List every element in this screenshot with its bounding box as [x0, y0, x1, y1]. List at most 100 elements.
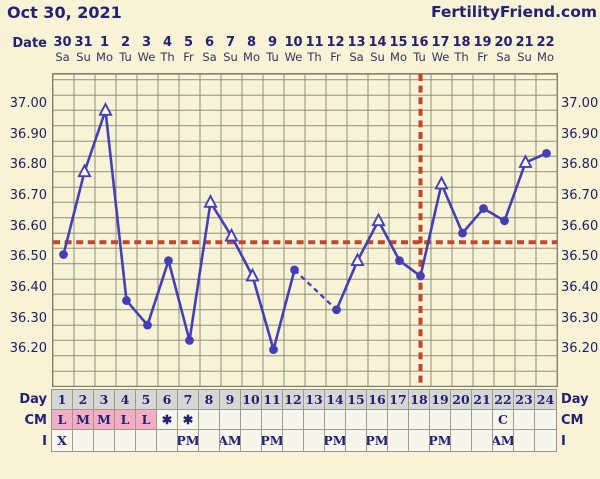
y-tick-label: 36.20: [561, 341, 599, 357]
weekday-cell: Su: [517, 50, 532, 64]
cm-cell: [262, 409, 283, 431]
y-tick-label: 37.00: [561, 95, 599, 111]
cm-cell: [472, 409, 493, 431]
date-row-label: Date: [12, 36, 47, 51]
bbt-point-circle: [142, 320, 152, 329]
cm-cell: ✱: [178, 409, 199, 431]
date-cell: 10: [284, 35, 303, 50]
date-cell: 30: [53, 35, 72, 50]
cm-cell: [535, 409, 556, 431]
bbt-point-triangle: [517, 153, 533, 168]
intercourse-cell: PM: [325, 430, 346, 451]
cm-cell: L: [115, 409, 136, 431]
bbt-plot-area: [51, 72, 558, 387]
y-tick-label: 36.90: [9, 126, 47, 142]
intercourse-cell: [304, 430, 325, 451]
intercourse-cell: [346, 430, 367, 451]
weekday-cell: Sa: [55, 50, 70, 64]
intercourse-cell: [115, 430, 136, 451]
date-cell: 20: [494, 35, 513, 50]
bbt-point-triangle: [97, 101, 113, 116]
intercourse-cell: PM: [430, 430, 451, 451]
weekday-cell: Mo: [537, 50, 554, 64]
date-cell: 31: [74, 35, 93, 50]
weekday-cell: Mo: [96, 50, 113, 64]
cm-cell: [283, 409, 304, 431]
bbt-point-circle: [184, 335, 194, 345]
y-tick-label: 36.80: [561, 157, 599, 173]
intercourse-cell: [283, 430, 304, 451]
day-cell: 13: [304, 389, 325, 410]
date-cell: 22: [536, 35, 555, 50]
weekday-cell: We: [431, 50, 450, 64]
day-cell: 14: [325, 389, 346, 410]
day-cell: 15: [346, 389, 367, 410]
table-row-label-day: Day: [19, 391, 47, 407]
date-cell: 5: [183, 35, 194, 50]
intercourse-cell: AM: [493, 430, 514, 451]
date-row: 30 31 1 2 3 4 5 6 7 8 9 10 11 12 13 14 15 16 17 18 19 20 21 22: [52, 35, 556, 50]
cm-cell: [451, 409, 472, 431]
day-cell: 7: [178, 389, 199, 410]
bbt-point-circle: [394, 255, 404, 265]
date-cell: 7: [225, 35, 236, 50]
day-cell: 24: [535, 389, 556, 410]
cm-cell: L: [136, 409, 157, 431]
day-cell: 10: [241, 389, 262, 410]
weekday-cell: Fr: [330, 50, 341, 64]
y-tick-label: 36.30: [561, 310, 599, 326]
intercourse-cell: [157, 430, 178, 451]
cm-cell: [304, 409, 325, 431]
date-cell: 3: [141, 35, 152, 50]
bbt-point-circle: [499, 215, 509, 225]
weekday-cell: Sa: [496, 50, 511, 64]
weekday-row: Sa Su Mo Tu We Th Fr Sa Su Mo Tu We Th Fr Sa Su Mo Tu We Th…: [52, 50, 556, 64]
day-cell: 18: [409, 389, 430, 410]
y-tick-label: 37.00: [9, 95, 47, 111]
table-row-label-cm: CM: [24, 412, 47, 428]
bbt-line-dashed-gap: [293, 268, 337, 311]
cm-cell: C: [493, 409, 514, 431]
y-tick-label: 36.30: [9, 310, 47, 326]
cm-cell: M: [94, 409, 115, 431]
day-cell: 3: [94, 389, 115, 410]
y-tick-label: 36.90: [561, 126, 599, 142]
bbt-point-circle: [58, 249, 68, 259]
weekday-cell: Su: [76, 50, 91, 64]
intercourse-cell: [199, 430, 220, 451]
bbt-point-triangle: [76, 162, 92, 177]
date-cell: 6: [204, 35, 215, 50]
weekday-cell: Sa: [349, 50, 364, 64]
day-cell: 6: [157, 389, 178, 410]
day-cell: 9: [220, 389, 241, 410]
date-cell: 19: [473, 35, 492, 50]
date-cell: 14: [368, 35, 387, 50]
day-cell: 12: [283, 389, 304, 410]
day-cell: 19: [430, 389, 451, 410]
y-tick-label: 36.40: [561, 279, 599, 295]
weekday-cell: Sa: [202, 50, 217, 64]
bbt-point-triangle: [244, 267, 260, 281]
table-row-label-i: I: [42, 433, 47, 449]
date-cell: 4: [162, 35, 173, 50]
y-tick-label: 36.80: [9, 157, 47, 173]
date-cell: 12: [326, 35, 345, 50]
bbt-point-triangle: [370, 211, 386, 226]
day-cell: 20: [451, 389, 472, 410]
intercourse-cell: PM: [262, 430, 283, 451]
day-cell: 1: [52, 389, 73, 410]
cm-cell: ✱: [157, 409, 178, 431]
y-tick-label: 36.20: [9, 341, 47, 357]
intercourse-cell: [514, 430, 535, 451]
date-cell: 21: [515, 35, 534, 50]
weekday-cell: Su: [370, 50, 385, 64]
weekday-cell: We: [137, 50, 156, 64]
table-row-label-cm: CM: [561, 412, 584, 428]
intercourse-cell: [73, 430, 94, 451]
weekday-cell: Tu: [119, 50, 132, 64]
date-cell: 1: [99, 35, 110, 50]
intercourse-cell: [472, 430, 493, 451]
bbt-point-circle: [289, 264, 299, 274]
day-cell: 16: [367, 389, 388, 410]
chart-date-title: Oct 30, 2021: [7, 3, 122, 22]
